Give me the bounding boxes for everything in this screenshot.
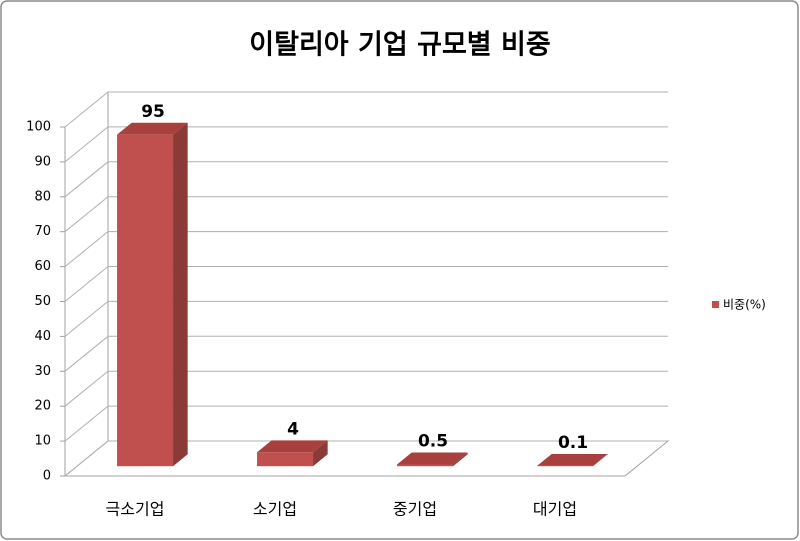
- bar-side: [313, 440, 328, 467]
- data-label: 95: [141, 102, 165, 122]
- y-tick-label: 80: [34, 189, 51, 204]
- grid-line: [64, 91, 668, 128]
- grid-line: [64, 405, 668, 442]
- y-tick-label: 60: [34, 259, 51, 274]
- legend-label: 비중(%): [723, 298, 766, 312]
- grid-line: [64, 335, 668, 372]
- legend-swatch: [712, 301, 719, 308]
- x-tick-label: 소기업: [253, 500, 297, 519]
- grid-line: [64, 370, 668, 407]
- data-label: 0.5: [418, 432, 448, 452]
- grid-line: [64, 266, 668, 302]
- grid-line: [64, 231, 668, 267]
- y-tick-label: 40: [34, 329, 51, 344]
- y-tick-label: 10: [34, 434, 51, 449]
- y-tick-label: 30: [34, 364, 51, 379]
- bar: [257, 452, 314, 467]
- bar-side: [593, 453, 608, 467]
- x-tick-label: 극소기업: [106, 500, 165, 519]
- bar-top: [397, 452, 468, 465]
- y-tick-label: 20: [34, 399, 51, 414]
- data-label: 4: [287, 419, 299, 439]
- bar: [397, 464, 454, 467]
- grid-line: [64, 161, 668, 198]
- y-tick-label: 70: [34, 224, 51, 239]
- grid-line: [64, 126, 668, 163]
- bar: [117, 134, 174, 467]
- grid-line: [64, 196, 668, 233]
- grid-line: [64, 440, 668, 477]
- bar-side: [173, 122, 188, 467]
- x-tick-label: 중기업: [393, 500, 437, 519]
- bar-top: [117, 122, 188, 135]
- bar-top: [257, 440, 328, 453]
- y-tick-label: 90: [34, 154, 51, 169]
- y-tick-label: 50: [34, 294, 51, 309]
- bar-top: [537, 453, 608, 466]
- chart-title: 이탈리아 기업 규모별 비중: [249, 30, 550, 61]
- bar-side: [453, 452, 468, 467]
- x-tick-label: 대기업: [533, 500, 577, 519]
- grid-line: [64, 300, 668, 337]
- y-tick-label: 100: [26, 120, 51, 135]
- y-tick-label: 0: [43, 469, 51, 484]
- data-label: 0.1: [558, 433, 588, 453]
